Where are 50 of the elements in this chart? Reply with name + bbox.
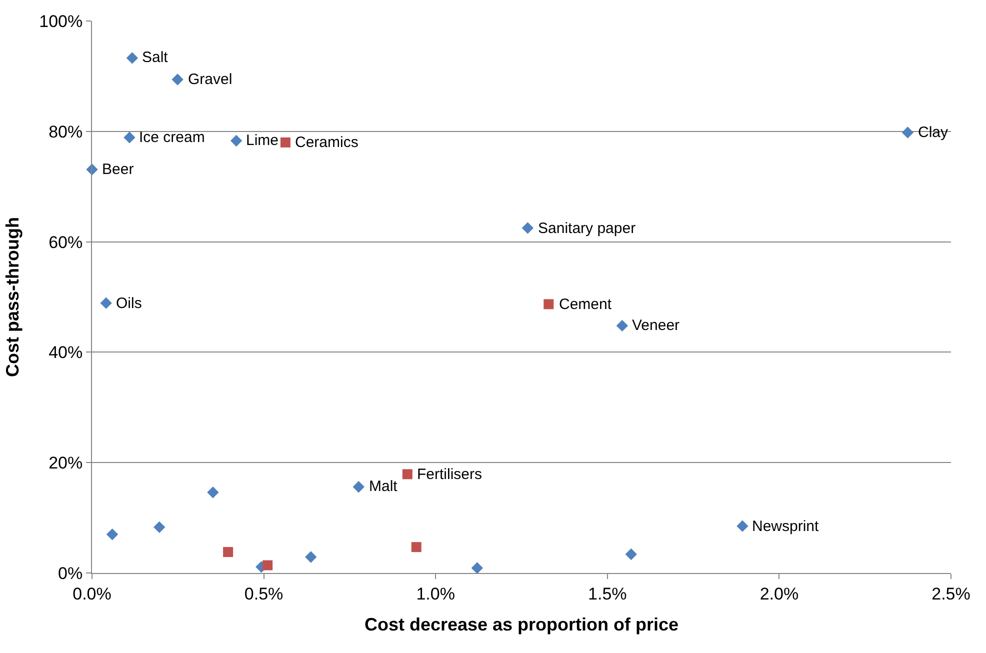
annotation: Lime (246, 132, 279, 149)
annotation: Cement (559, 296, 612, 313)
point (106, 528, 118, 540)
x-tick-label: 1.0% (416, 584, 455, 604)
annotation: Malt (369, 478, 398, 495)
point (126, 52, 138, 64)
y-tick-label: 100% (39, 12, 83, 31)
annotation: Fertilisers (417, 466, 482, 483)
y-tick-label: 60% (48, 232, 83, 252)
annotation: Gravel (188, 71, 232, 88)
point (172, 74, 184, 86)
annotation: Newsprint (752, 518, 820, 535)
x-tick-label: 2.5% (932, 584, 970, 604)
x-tick-label: 0.5% (244, 584, 284, 604)
point (736, 520, 748, 532)
point (154, 521, 166, 534)
point (223, 547, 234, 558)
annotation: Beer (102, 161, 134, 178)
x-tick-label: 2.0% (760, 584, 799, 604)
point (352, 481, 364, 493)
annotation: Oils (116, 295, 142, 312)
point (902, 126, 914, 138)
y-axis-title: Cost pass-through (2, 217, 22, 377)
point (616, 320, 628, 332)
point (522, 222, 534, 234)
annotation: Clay (918, 124, 949, 141)
point (230, 134, 242, 147)
point (262, 560, 273, 570)
annotation: Sanitary paper (538, 220, 636, 237)
annotation: Ice cream (139, 129, 205, 146)
point (471, 562, 484, 574)
x-axis-title: Cost decrease as proportion of price (364, 614, 679, 634)
point (625, 548, 637, 560)
point (544, 299, 554, 310)
annotation: Ceramics (295, 134, 358, 151)
point (402, 469, 412, 480)
point (411, 542, 422, 552)
x-tick-label: 1.5% (588, 584, 627, 604)
point (100, 297, 112, 309)
y-tick-label: 40% (48, 343, 83, 362)
point (280, 137, 290, 148)
point (207, 486, 219, 498)
point (124, 132, 136, 144)
y-tick-label: 20% (48, 454, 83, 473)
y-tick-label: 0% (58, 564, 83, 583)
y-tick-label: 80% (48, 122, 83, 142)
annotation: Veneer (632, 317, 680, 334)
point (305, 551, 317, 563)
x-tick-label: 0.0% (72, 584, 112, 604)
annotation: Salt (142, 49, 169, 66)
